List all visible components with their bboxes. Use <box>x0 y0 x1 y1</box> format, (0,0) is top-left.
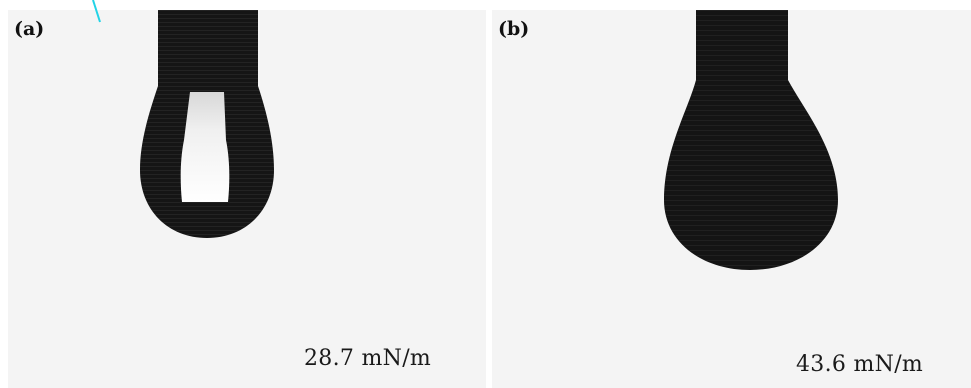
surface-tension-b: 43.6 mN/m <box>796 352 924 377</box>
pendant-drop-a <box>140 10 274 238</box>
drop-highlight-a <box>180 92 230 202</box>
panel-label-a: (a) <box>14 18 45 40</box>
surface-tension-a: 28.7 mN/m <box>304 346 432 371</box>
panel-b: (b) 43.6 mN/m <box>492 10 971 388</box>
accent-mark <box>92 0 101 23</box>
panel-a: (a) 28.7 mN/m <box>8 10 486 388</box>
panel-label-b: (b) <box>498 18 530 40</box>
pendant-drop-b <box>664 10 838 270</box>
